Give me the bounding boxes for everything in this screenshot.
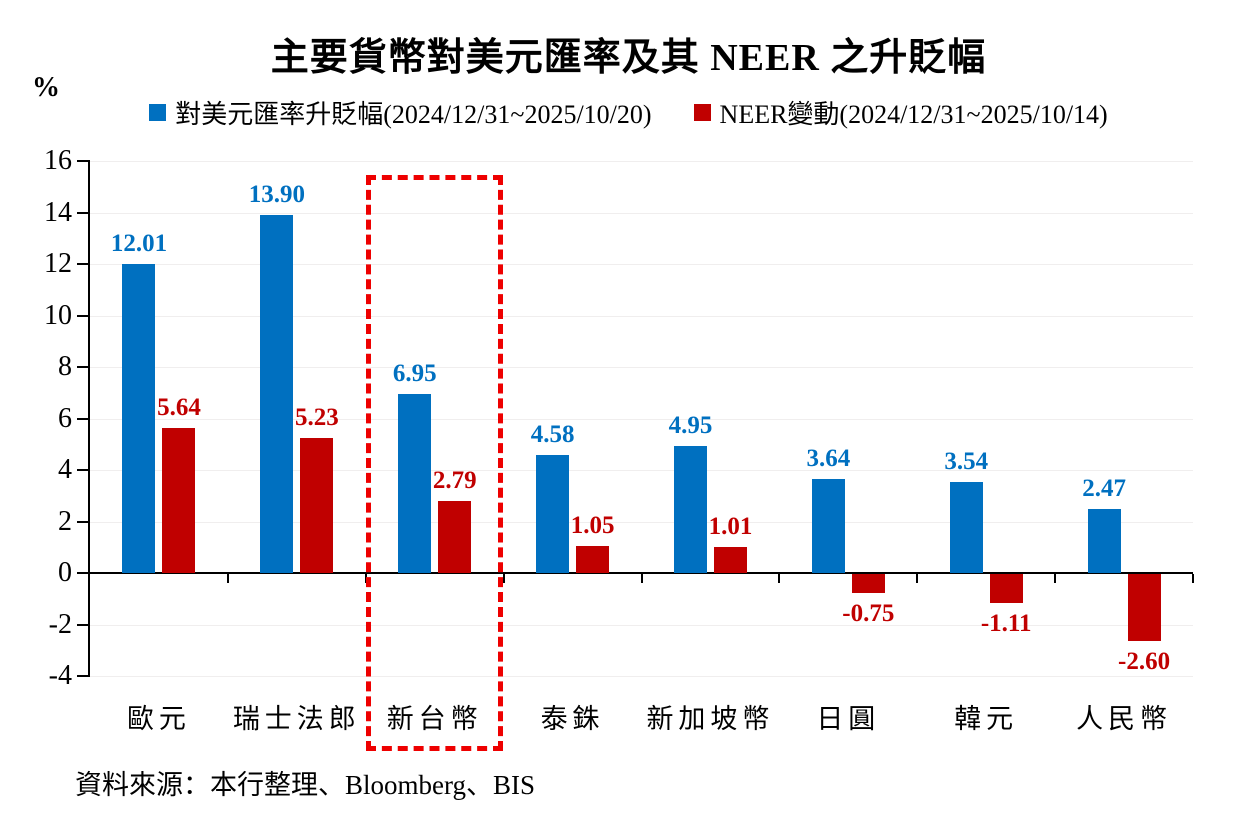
y-axis-tick	[77, 366, 90, 368]
y-axis-tick	[77, 417, 90, 420]
legend-item-fx-rate: 對美元匯率升貶幅(2024/12/31~2025/10/20)	[149, 94, 652, 131]
x-axis-tick	[1192, 574, 1194, 583]
gridline	[90, 264, 1193, 265]
bar-fx-rate-6	[949, 481, 983, 573]
source-note: 資料來源：本行整理、Bloomberg、BIS	[75, 770, 536, 800]
bar-value-label: 1.01	[708, 512, 753, 540]
y-axis-tick	[77, 469, 90, 471]
x-axis-category-label: 歐元	[126, 704, 191, 734]
y-axis-tick-label: 0	[58, 557, 72, 588]
bar-value-label: 2.47	[1082, 475, 1126, 503]
chart-title: 主要貨幣對美元匯率及其 NEER 之升貶幅	[270, 37, 987, 79]
legend: 對美元匯率升貶幅(2024/12/31~2025/10/20) NEER變動(20…	[0, 94, 1257, 131]
bar-fx-rate-1	[260, 215, 294, 573]
bar-fx-rate-2	[398, 394, 432, 573]
bar-neer-1	[300, 438, 334, 573]
y-axis-tick-label: 14	[44, 196, 72, 228]
bar-neer-0	[162, 427, 196, 573]
bar-value-label: 3.54	[944, 447, 989, 475]
bar-neer-7	[1127, 574, 1161, 641]
bar-value-label: 5.64	[157, 393, 201, 421]
gridline	[90, 315, 1193, 317]
bar-value-label: -2.60	[1118, 647, 1171, 675]
y-axis-tick-label: -4	[48, 660, 72, 691]
x-axis-tick	[778, 574, 781, 583]
y-axis-tick-label: -2	[48, 608, 72, 640]
gridline	[90, 367, 1193, 368]
bar-value-label: 13.90	[248, 181, 305, 209]
y-axis-tick-label: 8	[58, 351, 72, 382]
y-axis	[88, 161, 90, 676]
highlight-box	[366, 175, 504, 751]
gridline	[90, 521, 1193, 523]
x-axis-category-label: 瑞士法郎	[232, 704, 361, 734]
y-axis-tick-label: 4	[58, 454, 72, 485]
bar-fx-rate-7	[1087, 509, 1121, 573]
y-axis-tick	[77, 572, 90, 574]
legend-item-neer: NEER變動(2024/12/31~2025/10/14)	[693, 94, 1108, 131]
bar-value-label: 6.95	[392, 360, 437, 388]
bar-value-label: 2.79	[432, 467, 477, 495]
bar-neer-3	[576, 545, 610, 573]
y-axis-tick-label: 6	[58, 402, 72, 434]
y-axis-tick-label: 16	[44, 145, 72, 176]
gridline	[90, 161, 1193, 162]
gridline	[90, 676, 1193, 677]
x-axis-tick	[502, 574, 505, 583]
bar-value-label: 3.64	[806, 445, 851, 473]
y-axis-tick	[77, 623, 90, 626]
gridline	[90, 418, 1193, 420]
y-axis-tick	[77, 263, 90, 265]
bar-neer-5	[851, 574, 885, 594]
bar-fx-rate-3	[536, 455, 570, 573]
y-axis-tick	[77, 520, 90, 523]
y-axis-tick	[77, 160, 90, 162]
bar-fx-rate-5	[811, 479, 845, 573]
x-axis-tick	[640, 574, 643, 583]
x-axis-category-label: 新台幣	[386, 704, 483, 734]
bar-value-label: 4.95	[668, 411, 713, 439]
y-axis-tick	[77, 314, 90, 317]
x-axis-tick	[364, 574, 367, 583]
bar-value-label: -0.75	[842, 600, 895, 628]
x-axis-tick	[916, 574, 919, 583]
legend-swatch-icon	[693, 104, 711, 121]
x-axis-category-label: 韓元	[954, 704, 1019, 734]
bar-value-label: 5.23	[294, 404, 339, 432]
bar-neer-6	[989, 574, 1023, 603]
bar-neer-2	[438, 501, 472, 573]
y-axis-unit-label: %	[32, 72, 60, 103]
y-axis-tick	[77, 211, 90, 214]
x-axis-category-label: 泰銖	[540, 704, 605, 734]
legend-label: 對美元匯率升貶幅(2024/12/31~2025/10/20)	[175, 100, 652, 129]
bar-neer-4	[713, 546, 747, 573]
gridline	[90, 624, 1193, 626]
bar-value-label: 1.05	[570, 511, 615, 539]
legend-swatch-icon	[149, 104, 167, 121]
y-axis-tick	[77, 675, 90, 677]
bar-value-label: -1.11	[980, 609, 1032, 637]
bar-value-label: 4.58	[530, 421, 575, 449]
x-axis-tick	[226, 574, 229, 583]
x-axis-zero-line	[90, 572, 1193, 574]
x-axis-category-label: 日圓	[816, 704, 881, 734]
x-axis-category-label: 新加坡幣	[646, 704, 775, 734]
x-axis-tick	[1054, 574, 1057, 583]
gridline	[90, 212, 1193, 214]
y-axis-tick-label: 10	[44, 299, 72, 331]
bar-value-label: 12.01	[110, 229, 168, 257]
bar-fx-rate-4	[673, 445, 707, 573]
x-axis-category-label: 人民幣	[1076, 704, 1173, 734]
bar-fx-rate-0	[122, 263, 156, 573]
y-axis-tick-label: 12	[44, 248, 72, 279]
legend-label: NEER變動(2024/12/31~2025/10/14)	[719, 100, 1108, 129]
y-axis-tick-label: 2	[58, 505, 72, 537]
gridline	[90, 470, 1193, 471]
